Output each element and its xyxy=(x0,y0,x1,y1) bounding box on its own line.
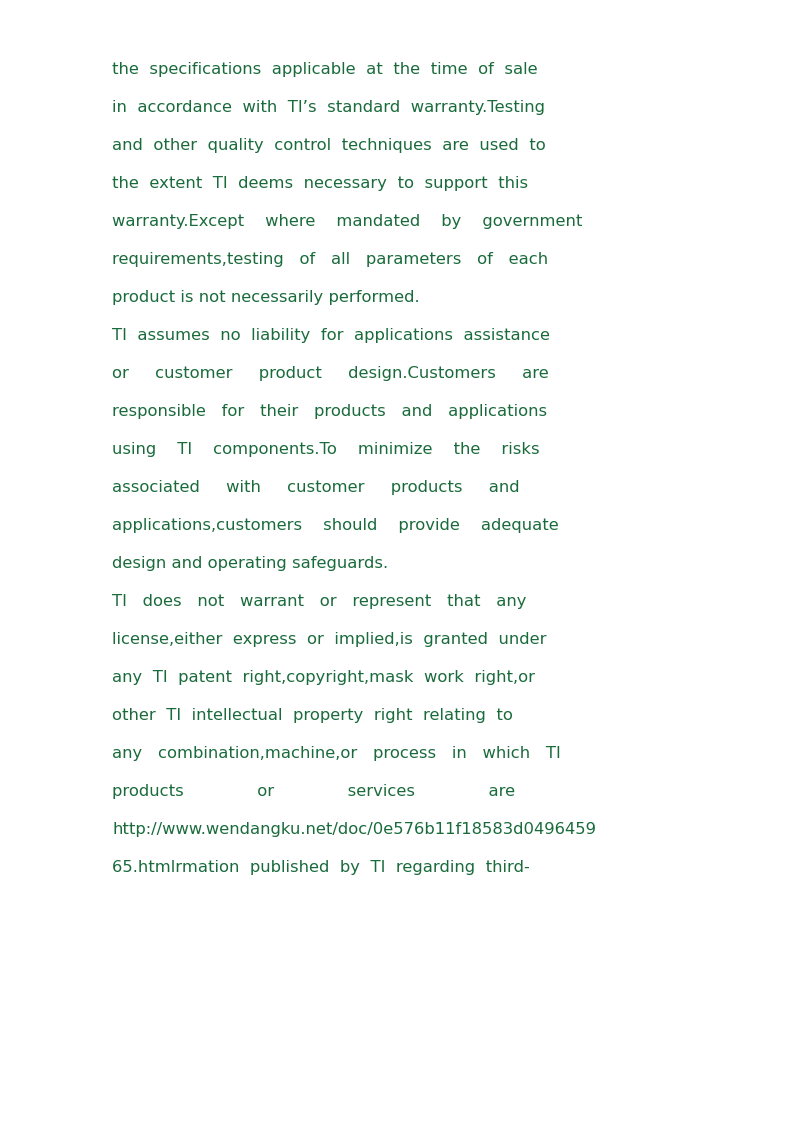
Text: TI  assumes  no  liability  for  applications  assistance: TI assumes no liability for applications… xyxy=(112,328,550,343)
Text: products              or              services              are: products or services are xyxy=(112,784,515,799)
Text: TI   does   not   warrant   or   represent   that   any: TI does not warrant or represent that an… xyxy=(112,594,526,609)
Text: using    TI    components.To    minimize    the    risks: using TI components.To minimize the risk… xyxy=(112,441,540,457)
Text: product is not necessarily performed.: product is not necessarily performed. xyxy=(112,290,420,305)
Text: responsible   for   their   products   and   applications: responsible for their products and appli… xyxy=(112,404,547,419)
Text: the  extent  TI  deems  necessary  to  support  this: the extent TI deems necessary to support… xyxy=(112,175,528,191)
Text: warranty.Except    where    mandated    by    government: warranty.Except where mandated by govern… xyxy=(112,214,582,229)
Text: design and operating safeguards.: design and operating safeguards. xyxy=(112,556,388,571)
Text: http://www.wendangku.net/doc/0e576b11f18583d0496459: http://www.wendangku.net/doc/0e576b11f18… xyxy=(112,822,596,837)
Text: in  accordance  with  TI’s  standard  warranty.Testing: in accordance with TI’s standard warrant… xyxy=(112,100,545,115)
Text: any   combination,machine,or   process   in   which   TI: any combination,machine,or process in wh… xyxy=(112,746,561,761)
Text: applications,customers    should    provide    adequate: applications,customers should provide ad… xyxy=(112,518,558,533)
Text: or     customer     product     design.Customers     are: or customer product design.Customers are xyxy=(112,366,549,381)
Text: 65.htmlrmation  published  by  TI  regarding  third-: 65.htmlrmation published by TI regarding… xyxy=(112,860,530,875)
Text: associated     with     customer     products     and: associated with customer products and xyxy=(112,480,520,495)
Text: license,either  express  or  implied,is  granted  under: license,either express or implied,is gra… xyxy=(112,632,546,648)
Text: and  other  quality  control  techniques  are  used  to: and other quality control techniques are… xyxy=(112,138,546,153)
Text: requirements,testing   of   all   parameters   of   each: requirements,testing of all parameters o… xyxy=(112,252,548,267)
Text: other  TI  intellectual  property  right  relating  to: other TI intellectual property right rel… xyxy=(112,708,513,723)
Text: any  TI  patent  right,copyright,mask  work  right,or: any TI patent right,copyright,mask work … xyxy=(112,670,535,685)
Text: the  specifications  applicable  at  the  time  of  sale: the specifications applicable at the tim… xyxy=(112,62,538,77)
